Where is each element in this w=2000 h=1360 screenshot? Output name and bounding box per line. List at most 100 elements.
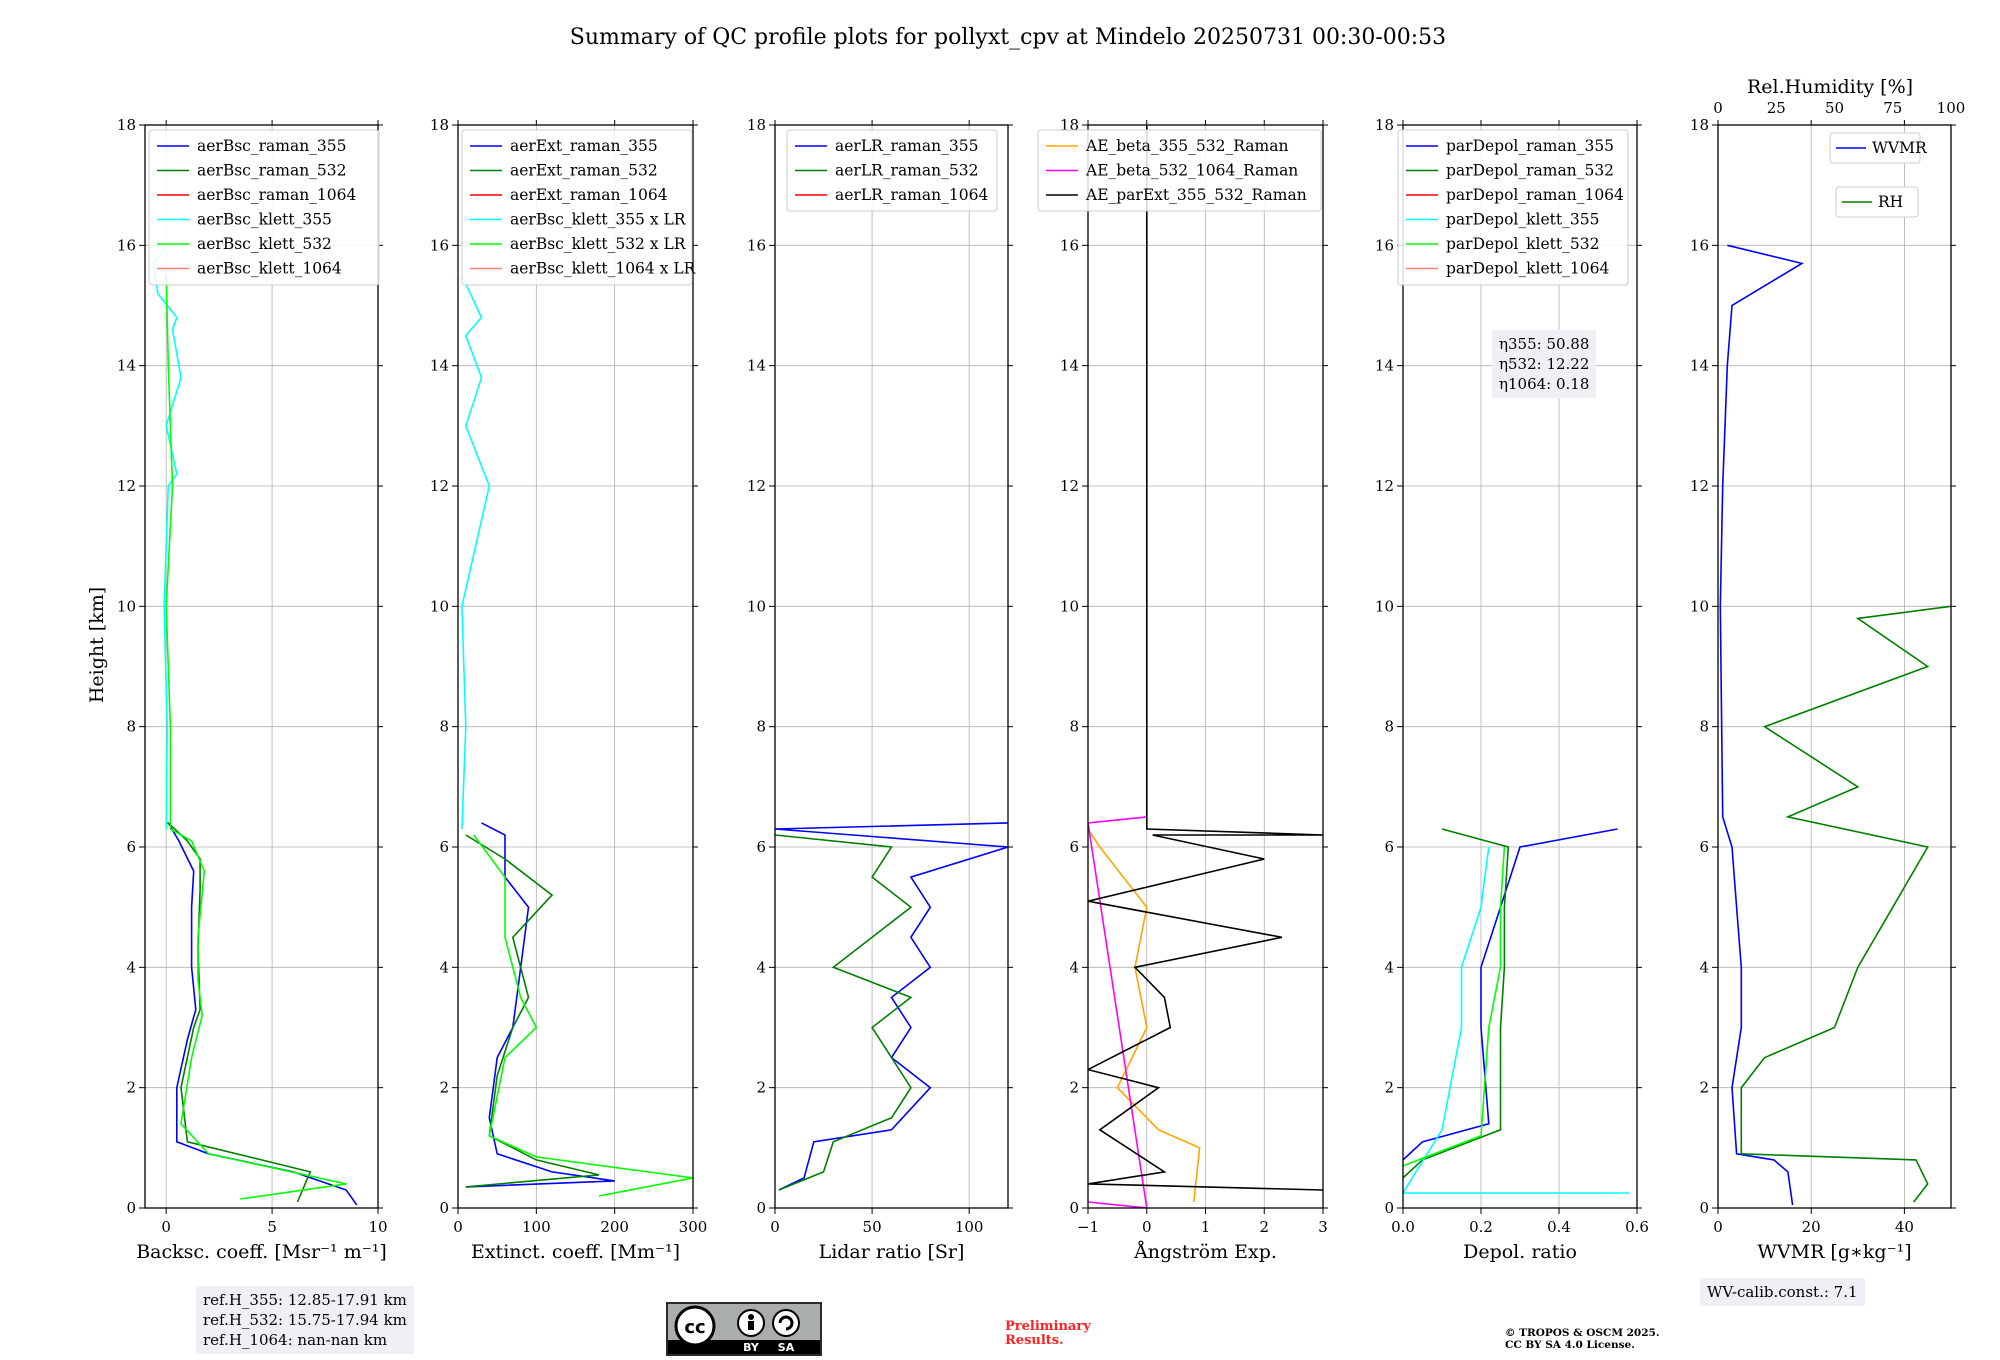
x-tick-label: 0 bbox=[1142, 1218, 1152, 1236]
y-tick-label: 16 bbox=[117, 236, 136, 254]
y-tick-label: 0 bbox=[1699, 1199, 1709, 1217]
y-tick-label: 6 bbox=[756, 838, 766, 856]
y-tick-label: 2 bbox=[439, 1079, 449, 1097]
legend-box bbox=[461, 129, 693, 286]
y-tick-label: 8 bbox=[126, 718, 136, 736]
y-tick-label: 2 bbox=[1384, 1079, 1394, 1097]
x-tick-label: 0.6 bbox=[1625, 1218, 1649, 1236]
legend-label: aerBsc_raman_355 bbox=[197, 137, 347, 155]
y-tick-label: 12 bbox=[1375, 477, 1394, 495]
legend-box bbox=[1037, 129, 1322, 212]
y-tick-label: 2 bbox=[1699, 1079, 1709, 1097]
x-tick-label: 100 bbox=[955, 1218, 984, 1236]
axes-frame bbox=[774, 124, 1009, 1209]
y-tick-label: 12 bbox=[1060, 477, 1079, 495]
cc-sa-label: SA bbox=[778, 1341, 795, 1354]
series-line-0 bbox=[167, 822, 358, 1206]
y-tick-label: 4 bbox=[1384, 958, 1394, 976]
wv-top-axis-label: Rel.Humidity [%] bbox=[1747, 76, 1913, 98]
x-tick-label: 20 bbox=[1802, 1218, 1821, 1236]
panel-dep: 0.0 0.2 0.4 0.6 0 2 4 6 8 10 12 14 16 18 Depol. ratio p… bbox=[1375, 116, 1649, 1263]
series-line-1 bbox=[1088, 816, 1148, 1208]
legend-label: AE_beta_355_532_Raman bbox=[1085, 137, 1288, 155]
ref-heights-box: ref.H_355: 12.85-17.91 km ref.H_532: 15.7… bbox=[196, 1286, 414, 1354]
x-tick-label: 0 bbox=[161, 1218, 171, 1236]
x-tick-label: 0 bbox=[1713, 1218, 1723, 1236]
cc-by-label: BY bbox=[743, 1341, 760, 1354]
y-tick-label: 10 bbox=[1060, 597, 1079, 615]
y-tick-label: 14 bbox=[1690, 357, 1709, 375]
y-tick-label: 18 bbox=[1375, 116, 1394, 134]
y-tick-label: 8 bbox=[1069, 718, 1079, 736]
legend-label: aerLR_raman_1064 bbox=[835, 186, 988, 204]
legend-label: aerBsc_klett_1064 bbox=[197, 260, 342, 278]
x-tick-label: 0.4 bbox=[1547, 1218, 1571, 1236]
y-tick-label: 6 bbox=[1069, 838, 1079, 856]
y-tick-label: 0 bbox=[1069, 1199, 1079, 1217]
x-tick-label: 0 bbox=[453, 1218, 463, 1236]
y-tick-label: 8 bbox=[1384, 718, 1394, 736]
x-axis-label: Backsc. coeff. [Msr⁻¹ m⁻¹] bbox=[136, 1241, 387, 1263]
legend-label: aerLR_raman_355 bbox=[835, 137, 978, 155]
legend-box bbox=[1397, 129, 1629, 286]
y-tick-label: 10 bbox=[117, 597, 136, 615]
y-tick-label: 8 bbox=[439, 718, 449, 736]
legend-label: RH bbox=[1878, 193, 1903, 211]
legend-label: aerExt_raman_532 bbox=[510, 162, 658, 180]
legend-label: aerBsc_raman_1064 bbox=[197, 186, 357, 204]
legend-label: aerBsc_klett_355 bbox=[197, 211, 332, 229]
y-tick-label: 16 bbox=[1375, 236, 1394, 254]
x-tick-label: −1 bbox=[1077, 1218, 1099, 1236]
legend-box bbox=[1829, 132, 1921, 164]
x-axis-label: WVMR [g∗kg⁻¹] bbox=[1757, 1241, 1911, 1263]
sa-share-icon bbox=[772, 1309, 800, 1337]
y-tick-label: 2 bbox=[126, 1079, 136, 1097]
x-tick-label: 200 bbox=[600, 1218, 629, 1236]
y-tick-label: 0 bbox=[439, 1199, 449, 1217]
legend-box bbox=[786, 129, 998, 212]
series-line-0 bbox=[1088, 828, 1201, 1203]
y-tick-label: 18 bbox=[1690, 116, 1709, 134]
x-tick-label: 3 bbox=[1318, 1218, 1328, 1236]
y-tick-label: 12 bbox=[430, 477, 449, 495]
y-tick-label: 12 bbox=[747, 477, 766, 495]
ref-height-532: ref.H_532: 15.75-17.94 km bbox=[203, 1311, 407, 1329]
cc-license-logo: cc BY SA bbox=[666, 1302, 822, 1356]
panel-lr: 0 50 100 0 2 4 6 8 10 12 14 16 18 Lidar ratio [Sr] aer… bbox=[747, 116, 1013, 1263]
x-tick-label: 50 bbox=[863, 1218, 882, 1236]
legend-label: parDepol_raman_532 bbox=[1446, 162, 1614, 180]
y-tick-label: 16 bbox=[1690, 236, 1709, 254]
series-line-1 bbox=[166, 822, 312, 1203]
series-line-0 bbox=[775, 822, 1008, 1191]
y-tick-label: 14 bbox=[117, 357, 136, 375]
cc-circle-icon bbox=[674, 1305, 716, 1347]
y-tick-label: 4 bbox=[1699, 958, 1709, 976]
legend-label: aerBsc_klett_532 x LR bbox=[510, 235, 687, 253]
figure-title: Summary of QC profile plots for pollyxt_… bbox=[570, 25, 1446, 50]
cc-logo-graphic: cc BY SA bbox=[668, 1305, 820, 1354]
x-tick-label: 40 bbox=[1895, 1218, 1914, 1236]
svg-text:cc: cc bbox=[684, 1317, 705, 1338]
y-tick-label: 0 bbox=[1384, 1199, 1394, 1217]
series-line-2 bbox=[1088, 125, 1323, 1191]
y-tick-label: 0 bbox=[126, 1199, 136, 1217]
y-tick-label: 4 bbox=[126, 958, 136, 976]
eta-1064: η1064: 0.18 bbox=[1499, 375, 1590, 393]
y-tick-label: 10 bbox=[1375, 597, 1394, 615]
x-tick-label: 5 bbox=[267, 1218, 277, 1236]
y-tick-label: 8 bbox=[756, 718, 766, 736]
y-tick-label: 6 bbox=[1384, 838, 1394, 856]
legend-label: aerLR_raman_532 bbox=[835, 162, 978, 180]
panel-bsc: 0 5 10 0 2 4 6 8 10 12 14 16 18 Backsc. coeff. [Msr⁻¹… bbox=[117, 116, 388, 1263]
eta-532: η532: 12.22 bbox=[1499, 355, 1590, 373]
series-line-2 bbox=[473, 834, 693, 1197]
series-line-3 bbox=[461, 275, 491, 830]
legend-label: WVMR bbox=[1872, 139, 1928, 157]
legend-label: aerBsc_klett_355 x LR bbox=[510, 211, 687, 229]
y-tick-label: 10 bbox=[747, 597, 766, 615]
panel-wv: 0 20 40 0 2 4 6 8 10 12 14 16 18 WVMR [g∗kg⁻¹] 0 25 50 75… bbox=[1690, 99, 1965, 1263]
y-tick-label: 0 bbox=[756, 1199, 766, 1217]
top-tick-label: 100 bbox=[1937, 99, 1966, 117]
x-axis-label: Ångström Exp. bbox=[1133, 1241, 1277, 1263]
